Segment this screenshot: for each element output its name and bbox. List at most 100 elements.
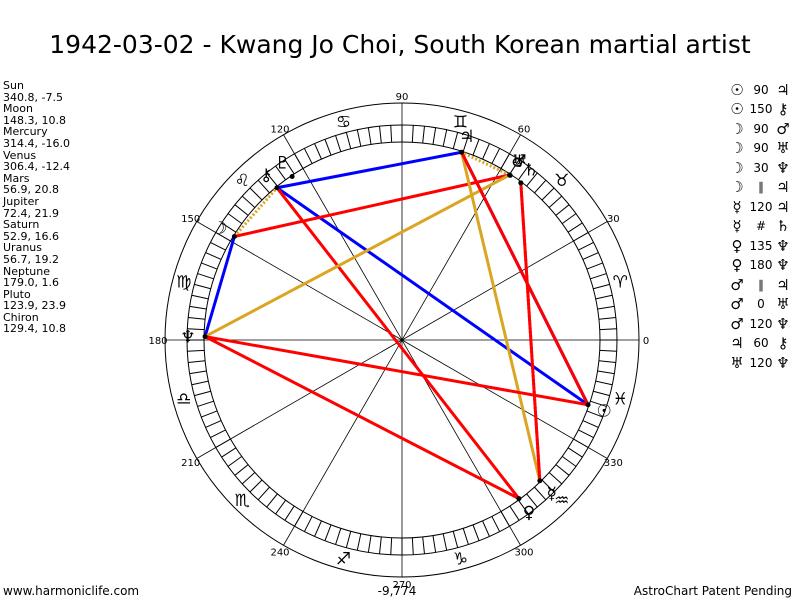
- planet-glyph-icon: ♀: [523, 503, 535, 523]
- division-line: [196, 221, 608, 459]
- degree-tick: [379, 126, 382, 144]
- planet-glyph-icon: ♅: [512, 152, 527, 172]
- degree-tick: [598, 360, 616, 363]
- degree-tick: [275, 165, 287, 181]
- zodiac-sign-icon: ♍: [176, 273, 191, 293]
- degree-tick: [567, 447, 583, 458]
- degree-tick: [345, 132, 352, 149]
- aspect-planet-1: ♀: [731, 236, 743, 255]
- planet-name: Pluto: [3, 287, 31, 301]
- planet-marker: [202, 334, 208, 340]
- degree-tick: [205, 252, 222, 260]
- degree-tick: [257, 179, 270, 194]
- degree-tick: [534, 179, 547, 194]
- degree-tick: [509, 505, 520, 521]
- degree-tick: [411, 537, 414, 555]
- degree-tick: [367, 127, 372, 145]
- planet-values: 56.7, 19.2: [3, 252, 59, 266]
- degree-tick: [249, 479, 263, 493]
- planet-values: 56.9, 20.8: [3, 183, 59, 197]
- footer-harmonic-value: -9,774: [377, 584, 417, 598]
- aspect-row: ♀ 135 ♆: [727, 236, 791, 256]
- planet-name: Jupiter: [3, 194, 39, 208]
- aspect-planet-2: ♃: [776, 275, 790, 294]
- planet-glyph-icon: ♄: [523, 160, 538, 180]
- planet-glyph-icon: ☿: [547, 484, 557, 504]
- aspect-line: [460, 151, 590, 406]
- degree-label: 90: [396, 92, 409, 103]
- planet-name: Neptune: [3, 264, 51, 278]
- aspect-angle: ∥: [758, 180, 764, 195]
- planet-marker: [231, 233, 237, 239]
- degree-tick: [578, 429, 594, 439]
- degree-tick: [582, 420, 599, 428]
- planet-marker: [585, 402, 591, 408]
- degree-label: 0: [643, 336, 649, 347]
- degree-label: 150: [181, 214, 200, 225]
- aspect-planet-1: ☿: [732, 197, 742, 216]
- aspect-planet-2: ♆: [776, 314, 790, 333]
- degree-tick: [586, 262, 603, 270]
- aspect-angle: 60: [753, 336, 769, 351]
- aspect-planet-2: ♃: [776, 80, 790, 99]
- aspect-angle: 0: [757, 297, 765, 312]
- aspect-planet-2: ⚷: [777, 100, 789, 119]
- degree-tick: [356, 129, 362, 147]
- degree-tick: [205, 420, 222, 428]
- aspect-planet-1: ☽: [730, 158, 744, 177]
- aspect-line: [276, 186, 589, 407]
- degree-tick: [345, 531, 352, 548]
- degree-tick: [201, 262, 218, 270]
- aspect-angle: 120: [749, 355, 773, 370]
- planet-marker: [459, 149, 465, 155]
- aspect-row: ☽ ∥ ♃: [727, 178, 791, 198]
- degree-tick: [595, 294, 613, 300]
- degree-tick: [197, 273, 214, 280]
- aspect-angle: 90: [753, 141, 769, 156]
- aspect-planet-2: ♅: [776, 295, 790, 314]
- degree-tick: [534, 486, 547, 501]
- aspect-row: ☉ 90 ♃: [727, 80, 791, 100]
- degree-tick: [187, 328, 205, 331]
- footer-website[interactable]: www.harmoniclife.com: [3, 584, 140, 598]
- degree-tick: [356, 533, 362, 551]
- degree-tick: [266, 493, 278, 508]
- degree-tick: [541, 479, 555, 493]
- zodiac-sign-icon: ♊: [453, 113, 468, 133]
- planet-values: 340.8, -7.5: [3, 90, 63, 104]
- aspect-planet-1: ♀: [731, 256, 743, 275]
- degree-tick: [472, 524, 480, 541]
- aspect-line: [519, 182, 542, 481]
- aspect-planet-2: ♆: [776, 353, 790, 372]
- degree-label: 120: [270, 125, 289, 136]
- degree-tick: [599, 328, 617, 331]
- aspect-planet-1: ☉: [730, 100, 744, 119]
- degree-tick: [590, 273, 607, 280]
- aspect-row: ♃ 60 ⚷: [727, 334, 791, 354]
- degree-tick: [210, 429, 226, 439]
- degree-tick: [526, 172, 538, 187]
- degree-tick: [555, 204, 570, 216]
- degree-tick: [234, 204, 249, 216]
- degree-tick: [275, 499, 287, 515]
- degree-tick: [188, 317, 206, 320]
- planet-name: Saturn: [3, 218, 40, 232]
- planet-values: 52.9, 16.6: [3, 229, 59, 243]
- degree-tick: [462, 528, 469, 545]
- degree-tick: [189, 305, 207, 310]
- degree-tick: [284, 505, 295, 521]
- degree-label: 330: [604, 458, 623, 469]
- chart-title: 1942-03-02 - Kwang Jo Choi, South Korean…: [49, 30, 751, 59]
- aspect-planet-2: ♅: [776, 139, 790, 158]
- aspect-row: ☽ 90 ♅: [727, 139, 791, 159]
- planet-marker: [518, 180, 524, 186]
- degree-tick: [561, 455, 577, 467]
- zodiac-sign-icon: ♓: [613, 389, 628, 409]
- aspect-row: ♂ 0 ♅: [727, 295, 791, 315]
- degree-tick: [462, 135, 469, 152]
- degree-tick: [472, 139, 480, 156]
- aspect-row: ☽ 30 ♆: [727, 158, 791, 178]
- zodiac-sign-icon: ♒: [554, 491, 569, 511]
- degree-tick: [432, 535, 437, 553]
- aspect-line: [204, 335, 520, 500]
